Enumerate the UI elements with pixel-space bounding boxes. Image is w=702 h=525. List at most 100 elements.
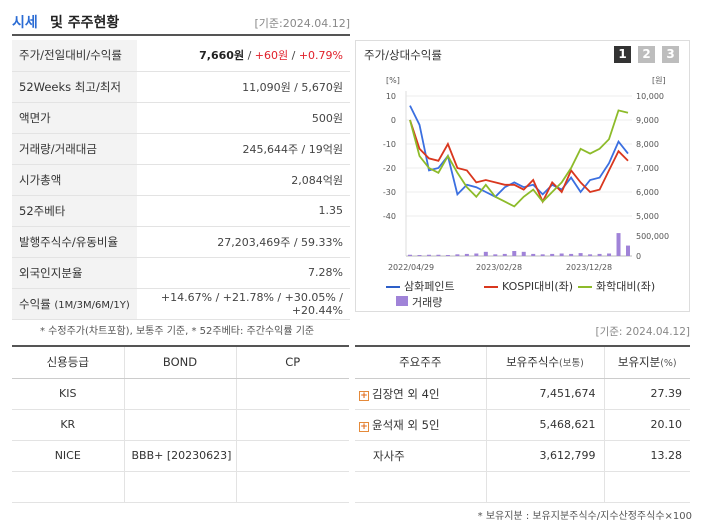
table-row: 수익률 (1M/3M/6M/1Y) +14.67% / +21.78% / +3…	[12, 288, 350, 320]
bond-cell	[123, 471, 236, 503]
reference-date: [기준:2024.04.12]	[254, 17, 350, 30]
table-row: KIS	[12, 378, 349, 410]
agency-cell: NICE	[12, 440, 124, 472]
info-footnote: * 수정주가(차트포함), 보통주 기준, * 52주베타: 주간수익률 기준	[40, 326, 315, 337]
col-header: CP	[235, 345, 349, 379]
credit-rating-table: 신용등급 BOND CP KIS KR NICE BBB+ [20230623]	[12, 345, 349, 503]
table-row: + 윤석재 외 5인 5,468,621 20.10	[355, 409, 690, 441]
section-title-highlight: 시세	[12, 15, 38, 31]
x-tick-label: 2022/04/29	[388, 263, 434, 272]
row-value: 245,644주 / 19억원	[137, 133, 350, 165]
volume-bar	[483, 251, 488, 256]
shares-cell: 7,451,674	[485, 378, 604, 410]
volume-bar	[455, 254, 460, 256]
col-header: BOND	[123, 345, 236, 379]
bond-cell	[123, 378, 236, 410]
expand-plus-icon[interactable]: +	[359, 421, 369, 432]
x-tick-label: 2023/12/28	[566, 263, 612, 272]
legend-volume: 거래량	[412, 296, 442, 309]
y-right-tick-label: 5,000	[636, 212, 659, 221]
series-line	[409, 109, 629, 208]
price-change-value: 7,660원 / +60원 / +0.79%	[137, 40, 350, 72]
table-row: + 김장연 외 4인 7,451,674 27.39	[355, 378, 690, 410]
col-header: 주요주주	[355, 345, 486, 379]
table-row: 발행주식수/유동비율 27,203,469주 / 59.33%	[12, 226, 350, 258]
table-row: 주가/전일대비/수익률 7,660원 / +60원 / +0.79%	[12, 40, 350, 72]
cp-cell	[235, 440, 349, 472]
y-left-tick-label: -40	[383, 212, 396, 221]
volume-bar	[531, 253, 536, 256]
volume-bar	[417, 255, 422, 256]
series-line	[409, 119, 629, 204]
volume-bar	[436, 254, 441, 256]
table-row: 외국인지분율 7.28%	[12, 257, 350, 289]
shareholder-table: 주요주주 보유주식수(보통) 보유지분(%) + 김장연 외 4인 7,451,6…	[355, 345, 690, 503]
price-chart: [%] [원] 10 0 -10 -20 -30 -40 10,000 9,000 8,000 7…	[383, 76, 669, 309]
row-label: 52Weeks 최고/최저	[12, 71, 137, 103]
shares-cell	[485, 471, 604, 503]
table-row: 거래량/거래대금 245,644주 / 19억원	[12, 133, 350, 165]
bond-cell	[123, 409, 236, 441]
volume-bar	[521, 251, 526, 256]
section-title: 및 주주현황	[50, 15, 120, 31]
table-row: 52Weeks 최고/최저 11,090원 / 5,670원	[12, 71, 350, 103]
volume-bar	[540, 254, 545, 256]
y-right-tick-label: 10,000	[636, 92, 664, 101]
cp-cell	[235, 409, 349, 441]
y-volume-tick-label: 500,000	[636, 232, 669, 241]
chart-tab-2[interactable]: 2	[638, 46, 655, 63]
table-row: NICE BBB+ [20230623]	[12, 440, 349, 472]
holder-footnote: * 보유지분 : 보유지분주식수/지수산정주식수×100	[477, 511, 692, 522]
volume-bar	[474, 253, 479, 256]
chart-tab-1[interactable]: 1	[614, 46, 631, 63]
pct-cell: 13.28	[603, 440, 690, 472]
row-value: 11,090원 / 5,670원	[137, 71, 350, 103]
row-value: 2,084억원	[137, 164, 350, 196]
col-header: 보유주식수(보통)	[485, 345, 604, 379]
volume-bar	[616, 233, 621, 256]
expand-plus-icon[interactable]: +	[359, 390, 369, 401]
holder-name-cell	[355, 471, 486, 503]
volume-bar	[445, 255, 450, 256]
chart-tab-3[interactable]: 3	[662, 46, 679, 63]
row-label: 시가총액	[12, 164, 137, 196]
table-row: 자사주 3,612,799 13.28	[355, 440, 690, 472]
holder-name-cell[interactable]: + 윤석재 외 5인	[355, 409, 486, 441]
section-title-bar: 시세 및 주주현황 [기준:2024.04.12]	[12, 8, 350, 36]
row-label: 수익률 (1M/3M/6M/1Y)	[12, 288, 137, 320]
chart-panel: 주가/상대수익률 1 2 3 [%] [원] 10 0 -10 -20 -30 -40 10…	[355, 40, 690, 312]
pct-cell	[603, 471, 690, 503]
volume-bar	[550, 253, 555, 256]
legend-samhwa: 삼화페인트	[404, 280, 455, 293]
volume-bar	[464, 253, 469, 256]
left-axis-unit: [%]	[386, 76, 400, 85]
volume-bar	[493, 254, 498, 256]
x-tick-label: 2023/02/28	[476, 263, 522, 272]
row-value: 7.28%	[137, 257, 350, 289]
y-volume-tick-label: 0	[636, 252, 641, 261]
volume-bar	[559, 253, 564, 256]
row-label: 주가/전일대비/수익률	[12, 40, 137, 72]
chart-title: 주가/상대수익률	[364, 48, 442, 62]
table-row: 액면가 500원	[12, 102, 350, 134]
table-row: 시가총액 2,084억원	[12, 164, 350, 196]
col-header: 보유지분(%)	[603, 345, 690, 379]
legend-chem: 화학대비(좌)	[596, 280, 655, 293]
y-right-tick-label: 8,000	[636, 140, 659, 149]
bond-cell: BBB+ [20230623]	[123, 440, 236, 472]
agency-cell: KR	[12, 409, 124, 441]
table-row	[12, 471, 349, 503]
volume-bar	[512, 251, 517, 256]
shares-cell: 3,612,799	[485, 440, 604, 472]
y-left-tick-label: -30	[383, 188, 396, 197]
row-label: 52주베타	[12, 195, 137, 227]
shares-cell: 5,468,621	[485, 409, 604, 441]
stock-info-table: 주가/전일대비/수익률 7,660원 / +60원 / +0.79% 52Wee…	[12, 40, 350, 320]
holder-name-cell[interactable]: + 김장연 외 4인	[355, 378, 486, 410]
pct-cell: 27.39	[603, 378, 690, 410]
volume-bar	[588, 254, 593, 256]
volume-bar	[607, 253, 612, 256]
pct-cell: 20.10	[603, 409, 690, 441]
cp-cell	[235, 471, 349, 503]
row-value: 27,203,469주 / 59.33%	[137, 226, 350, 258]
